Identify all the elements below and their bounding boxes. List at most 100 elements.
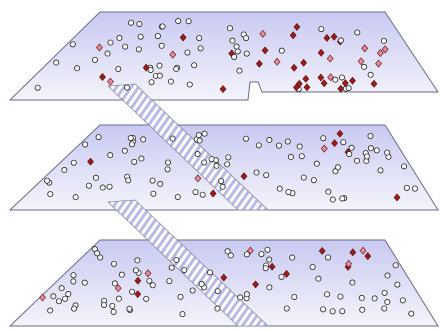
node xyxy=(219,178,224,183)
node xyxy=(316,276,321,281)
node xyxy=(133,268,138,273)
node xyxy=(129,289,134,294)
node xyxy=(202,131,207,136)
node xyxy=(44,178,49,183)
node xyxy=(297,144,302,149)
node xyxy=(186,19,191,24)
node xyxy=(158,181,163,186)
node xyxy=(149,80,154,85)
node xyxy=(393,263,398,268)
node xyxy=(243,136,248,141)
node xyxy=(195,151,200,156)
node xyxy=(112,281,117,286)
node xyxy=(138,34,143,39)
node xyxy=(214,163,219,168)
node xyxy=(62,296,67,301)
node xyxy=(141,137,146,142)
node xyxy=(35,85,40,90)
node xyxy=(279,274,284,279)
node xyxy=(267,137,272,142)
node xyxy=(277,186,282,191)
node xyxy=(362,64,367,69)
node xyxy=(165,167,170,172)
node xyxy=(333,169,338,174)
node xyxy=(108,153,113,158)
node xyxy=(263,266,268,271)
node xyxy=(197,138,202,143)
node xyxy=(132,159,137,164)
node xyxy=(165,160,170,165)
node xyxy=(48,308,53,313)
node xyxy=(290,255,295,260)
node xyxy=(267,257,272,262)
node xyxy=(71,160,76,165)
node xyxy=(338,294,343,299)
node xyxy=(110,303,115,308)
node xyxy=(185,50,190,55)
node xyxy=(126,178,131,183)
node xyxy=(311,178,316,183)
node xyxy=(71,279,76,284)
node xyxy=(56,299,61,304)
node xyxy=(382,290,387,295)
node xyxy=(232,54,237,59)
node xyxy=(150,178,155,183)
node xyxy=(197,35,202,40)
node xyxy=(190,288,195,293)
node xyxy=(284,306,289,311)
node xyxy=(174,66,179,71)
node xyxy=(193,189,198,194)
node xyxy=(339,75,344,80)
node xyxy=(135,258,140,263)
node xyxy=(400,298,405,303)
node xyxy=(325,255,330,260)
node xyxy=(92,57,97,62)
node xyxy=(48,192,53,197)
node xyxy=(401,164,406,169)
node xyxy=(279,48,284,53)
node xyxy=(238,295,243,300)
node xyxy=(150,283,155,288)
node xyxy=(70,42,75,47)
node xyxy=(147,278,152,283)
node xyxy=(301,175,306,180)
node xyxy=(409,311,414,316)
node xyxy=(83,142,88,147)
node xyxy=(314,161,319,166)
node xyxy=(404,185,409,190)
node xyxy=(198,46,203,51)
node xyxy=(167,278,172,283)
node xyxy=(200,192,205,197)
node xyxy=(244,292,249,297)
node xyxy=(364,154,369,159)
node xyxy=(378,168,383,173)
node xyxy=(395,282,400,287)
node xyxy=(237,68,242,73)
node xyxy=(349,145,354,150)
node xyxy=(82,280,87,285)
node xyxy=(244,51,249,56)
node xyxy=(148,67,153,72)
node xyxy=(128,20,133,25)
node xyxy=(107,184,112,189)
node xyxy=(235,49,240,54)
node xyxy=(230,38,235,43)
node xyxy=(330,309,335,314)
node xyxy=(159,43,164,48)
node xyxy=(155,33,160,38)
node xyxy=(199,281,204,286)
node xyxy=(96,134,101,139)
node xyxy=(347,151,352,156)
node xyxy=(111,261,116,266)
node xyxy=(321,136,326,141)
node xyxy=(209,157,214,162)
node xyxy=(412,186,417,191)
node xyxy=(202,160,207,165)
node xyxy=(220,184,225,189)
node xyxy=(129,142,134,147)
node xyxy=(215,289,220,294)
node xyxy=(265,247,270,252)
node xyxy=(105,51,110,56)
node xyxy=(72,306,77,311)
node xyxy=(192,63,197,68)
